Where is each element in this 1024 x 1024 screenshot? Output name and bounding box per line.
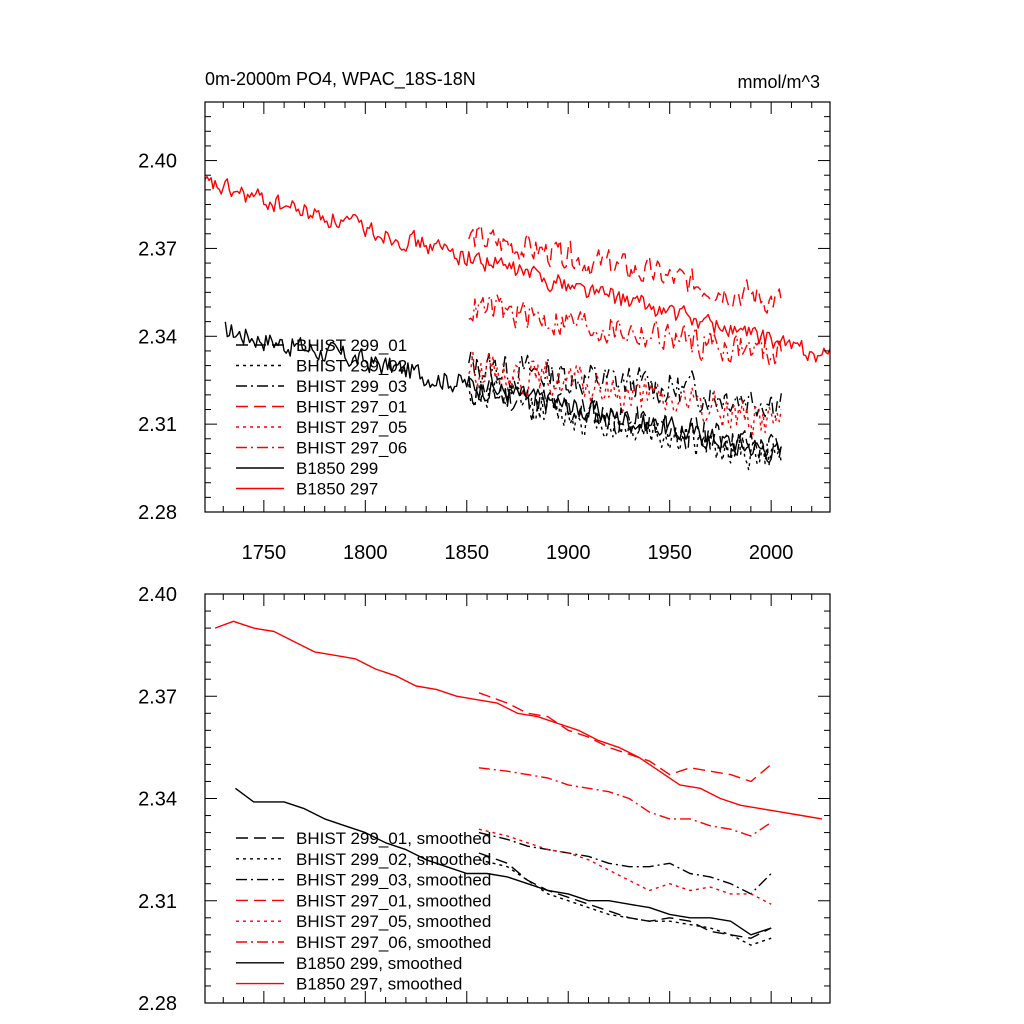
series-line-bhist-297-06-smoothed — [478, 767, 772, 837]
legend-label-b1850-297-smoothed: B1850 297, smoothed — [296, 975, 462, 994]
y-tick-label: 2.31 — [138, 414, 177, 436]
y-tick-label: 2.40 — [138, 584, 177, 606]
x-tick-label: 1750 — [242, 542, 287, 564]
series-line-bhist-299-03-smoothed — [478, 831, 772, 895]
legend-label-bhist-297-06: BHIST 297_06 — [296, 439, 407, 458]
legend-label-bhist-299-03: BHIST 299_03 — [296, 377, 407, 396]
legend-label-bhist-299-03-smoothed: BHIST 299_03, smoothed — [296, 871, 491, 890]
x-tick-label: 1900 — [546, 542, 591, 564]
series-line-bhist-297-01 — [468, 223, 782, 314]
legend-label-bhist-299-02: BHIST 299_02 — [296, 357, 407, 376]
legend-label-b1850-299-smoothed: B1850 299, smoothed — [296, 954, 462, 973]
series-line-bhist-297-06 — [468, 294, 782, 367]
legend-label-bhist-299-01-smoothed: BHIST 299_01, smoothed — [296, 829, 491, 848]
series-line-bhist-299-02 — [468, 379, 782, 471]
chart-title: 0m-2000m PO4, WPAC_18S-18N — [205, 69, 476, 90]
bottom-chart-panel: 2.28 2.31 2.34 2.37 2.40 BHIST 299_01, smoot… — [138, 584, 831, 1015]
legend-label-bhist-297-01: BHIST 297_01 — [296, 398, 407, 417]
bottom-legend: BHIST 299_01, smoothed BHIST 299_02, smoo… — [236, 829, 491, 994]
legend-label-bhist-297-05-smoothed: BHIST 297_05, smoothed — [296, 912, 491, 931]
legend-label-b1850-299: B1850 299 — [296, 459, 378, 478]
legend-label-b1850-297: B1850 297 — [296, 480, 378, 499]
series-line-bhist-299-03 — [468, 351, 782, 418]
y-tick-label: 2.40 — [138, 151, 177, 173]
series-line-bhist-299-02-smoothed — [478, 859, 772, 946]
units-label: mmol/m^3 — [738, 72, 820, 92]
series-line-b1850-297-smoothed — [214, 620, 823, 820]
y-tick-label: 2.28 — [138, 502, 177, 524]
top-chart-panel: 0m-2000m PO4, WPAC_18S-18N mmol/m^3 2.28… — [138, 69, 831, 564]
x-tick-label: 1850 — [445, 542, 490, 564]
legend-label-bhist-297-06-smoothed: BHIST 297_06, smoothed — [296, 933, 491, 952]
y-tick-label: 2.34 — [138, 326, 177, 348]
y-tick-label: 2.37 — [138, 686, 177, 708]
x-tick-label: 1800 — [343, 542, 388, 564]
x-tick-label: 2000 — [749, 542, 794, 564]
series-line-b1850-299 — [224, 321, 782, 464]
series-line-bhist-297-01-smoothed — [478, 692, 772, 783]
series-line-bhist-297-05 — [468, 351, 782, 436]
x-tick-label: 1950 — [647, 542, 692, 564]
legend-label-bhist-297-05: BHIST 297_05 — [296, 418, 407, 437]
y-tick-label: 2.28 — [138, 993, 177, 1015]
bottom-series-lines — [214, 620, 823, 946]
legend-label-bhist-299-02-smoothed: BHIST 299_02, smoothed — [296, 850, 491, 869]
top-series-lines — [204, 175, 831, 471]
series-line-bhist-297-05-smoothed — [478, 828, 772, 905]
y-tick-label: 2.37 — [138, 238, 177, 260]
series-line-b1850-297 — [204, 175, 831, 363]
top-axes: 2.28 2.31 2.34 2.37 2.40 1750 1800 1850 1900 1950… — [138, 101, 831, 564]
y-tick-label: 2.31 — [138, 891, 177, 913]
series-line-b1850-299-smoothed — [234, 787, 772, 936]
legend-label-bhist-297-01-smoothed: BHIST 297_01, smoothed — [296, 891, 491, 910]
legend-label-bhist-299-01: BHIST 299_01 — [296, 336, 407, 355]
y-tick-label: 2.34 — [138, 789, 177, 811]
bottom-axes: 2.28 2.31 2.34 2.37 2.40 — [138, 584, 831, 1015]
